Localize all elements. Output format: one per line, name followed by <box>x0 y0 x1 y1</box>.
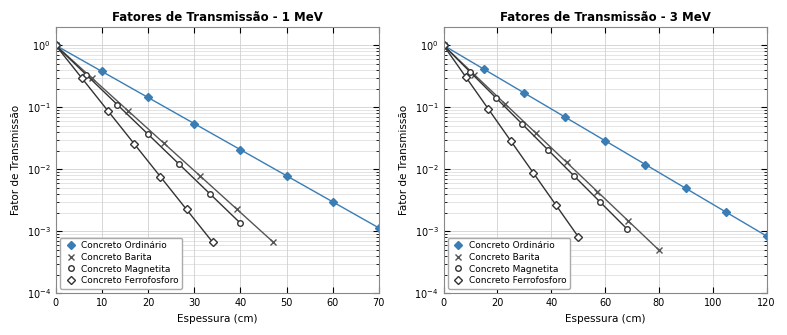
Line: Concreto Barita: Concreto Barita <box>440 42 663 254</box>
Concreto Ordinário <box>681 186 690 190</box>
Concreto Barita <box>654 248 663 252</box>
Concreto Ordinário <box>190 122 199 126</box>
Concreto Barita <box>623 219 633 223</box>
Concreto Ferrofosforo <box>551 203 560 207</box>
Concreto Ferrofosforo <box>484 107 493 111</box>
Concreto Ferrofosforo <box>439 43 449 47</box>
Concreto Magnetita <box>517 122 527 126</box>
Concreto Ordinário <box>641 162 650 166</box>
Concreto Magnetita <box>235 221 245 225</box>
Concreto Magnetita <box>439 43 449 47</box>
Y-axis label: Fator de Transmissão: Fator de Transmissão <box>399 105 409 215</box>
Concreto Ordinário <box>328 200 338 204</box>
Concreto Ordinário <box>374 226 383 230</box>
Concreto Magnetita <box>205 192 214 196</box>
Line: Concreto Magnetita: Concreto Magnetita <box>441 43 630 231</box>
Concreto Barita <box>268 240 277 244</box>
Concreto Magnetita <box>51 43 61 47</box>
Concreto Magnetita <box>570 174 579 178</box>
Concreto Ordinário <box>235 148 245 152</box>
Concreto Ferrofosforo <box>103 109 113 113</box>
Line: Concreto Magnetita: Concreto Magnetita <box>53 43 243 226</box>
Concreto Barita <box>87 76 97 80</box>
Concreto Barita <box>196 174 205 178</box>
Concreto Barita <box>439 43 449 47</box>
Y-axis label: Fator de Transmissão: Fator de Transmissão <box>11 105 21 215</box>
Concreto Ferrofosforo <box>130 142 139 146</box>
Title: Fatores de Transmissão - 3 MeV: Fatores de Transmissão - 3 MeV <box>500 11 711 24</box>
Concreto Ordinário <box>762 234 771 238</box>
Concreto Barita <box>124 109 133 113</box>
Concreto Ordinário <box>51 43 61 47</box>
Concreto Ordinário <box>97 69 106 73</box>
X-axis label: Espessura (cm): Espessura (cm) <box>177 314 257 324</box>
Line: Concreto Ordinário: Concreto Ordinário <box>53 43 382 231</box>
Concreto Ferrofosforo <box>208 240 217 244</box>
Concreto Ferrofosforo <box>156 175 165 179</box>
Concreto Barita <box>501 102 510 106</box>
Legend: Concreto Ordinário, Concreto Barita, Concreto Magnetita, Concreto Ferrofosforo: Concreto Ordinário, Concreto Barita, Con… <box>61 238 183 289</box>
Line: Concreto Ordinário: Concreto Ordinário <box>441 43 770 239</box>
Concreto Magnetita <box>491 96 501 100</box>
Concreto Ordinário <box>479 67 489 71</box>
Concreto Magnetita <box>82 73 91 77</box>
Concreto Ferrofosforo <box>574 234 583 239</box>
Concreto Ordinário <box>600 139 610 143</box>
Concreto Barita <box>232 207 242 211</box>
Concreto Barita <box>160 141 169 145</box>
Concreto Ordinário <box>143 95 153 99</box>
Concreto Ferrofosforo <box>529 171 538 175</box>
Concreto Ferrofosforo <box>461 75 471 79</box>
Concreto Magnetita <box>622 226 631 230</box>
Concreto Ordinário <box>439 43 449 47</box>
Concreto Barita <box>562 160 571 164</box>
Title: Fatores de Transmissão - 1 MeV: Fatores de Transmissão - 1 MeV <box>112 11 323 24</box>
Concreto Ordinário <box>560 115 570 119</box>
Concreto Ordinário <box>282 174 291 178</box>
Concreto Magnetita <box>465 69 475 73</box>
Concreto Magnetita <box>143 132 153 136</box>
Concreto Barita <box>593 190 602 194</box>
Concreto Ferrofosforo <box>506 139 515 143</box>
Concreto Magnetita <box>113 103 122 107</box>
Concreto Ordinário <box>722 210 731 214</box>
Legend: Concreto Ordinário, Concreto Barita, Concreto Magnetita, Concreto Ferrofosforo: Concreto Ordinário, Concreto Barita, Con… <box>448 238 570 289</box>
Concreto Ferrofosforo <box>182 207 191 211</box>
Line: Concreto Ferrofosforo: Concreto Ferrofosforo <box>441 43 581 240</box>
Concreto Barita <box>470 73 479 77</box>
Concreto Magnetita <box>544 148 553 152</box>
X-axis label: Espessura (cm): Espessura (cm) <box>565 314 645 324</box>
Concreto Ferrofosforo <box>77 76 87 80</box>
Line: Concreto Ferrofosforo: Concreto Ferrofosforo <box>53 43 216 245</box>
Concreto Magnetita <box>596 200 605 204</box>
Concreto Magnetita <box>174 162 183 166</box>
Concreto Barita <box>51 43 61 47</box>
Line: Concreto Barita: Concreto Barita <box>52 42 276 245</box>
Concreto Ferrofosforo <box>51 43 61 47</box>
Concreto Ordinário <box>519 91 529 95</box>
Concreto Barita <box>531 131 541 135</box>
